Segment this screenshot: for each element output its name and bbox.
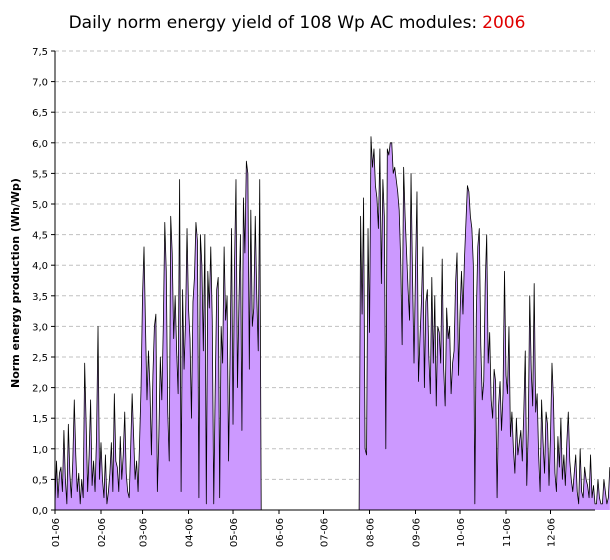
y-tick-label: 7,0 xyxy=(32,78,48,89)
x-tick-label: 05-06 xyxy=(229,518,240,547)
x-tick-labels: 01-06 02-06 03-06 04-06 05-06 06-06 07-06 08-06… xyxy=(51,510,557,547)
y-tick-label: 6,5 xyxy=(32,108,48,119)
plot-area xyxy=(54,136,610,511)
x-tick-label: 04-06 xyxy=(185,518,196,547)
x-tick-label: 06-06 xyxy=(275,518,286,547)
x-tick-label: 07-06 xyxy=(320,518,331,547)
y-tick-label: 3,0 xyxy=(32,322,48,333)
y-tick-label: 6,0 xyxy=(32,139,48,150)
y-axis-label: Norm energy production (Wh/Wp) xyxy=(9,178,22,388)
y-tick-label: 5,5 xyxy=(32,169,48,180)
y-tick-label: 1,5 xyxy=(32,414,48,425)
y-tick-label: 4,5 xyxy=(32,231,48,242)
y-tick-label: 1,0 xyxy=(32,445,48,456)
y-tick-label: 0,0 xyxy=(32,506,48,517)
y-tick-label: 7,5 xyxy=(32,47,48,58)
x-tick-label: 11-06 xyxy=(502,518,513,547)
series-line xyxy=(54,136,610,511)
y-tick-label: 2,0 xyxy=(32,384,48,395)
chart-title-year: 2006 xyxy=(482,13,525,33)
x-tick-label: 03-06 xyxy=(139,518,150,547)
y-tick-label: 5,0 xyxy=(32,200,48,211)
x-tick-label: 02-06 xyxy=(97,518,108,547)
x-tick-label: 10-06 xyxy=(456,518,467,547)
series-area-fill xyxy=(55,136,610,510)
y-tick-label: 3,5 xyxy=(32,292,48,303)
axes xyxy=(54,51,595,511)
y-tick-label: 0,5 xyxy=(32,475,48,486)
y-tick-label: 4,0 xyxy=(32,261,48,272)
y-tick-labels: 0,0 0,5 1,0 1,5 2,0 2,5 3,0 3,5 4,0 4,5 5,0 5,5 6,0 6… xyxy=(32,47,55,517)
chart-title: Daily norm energy yield of 108 Wp AC mod… xyxy=(69,13,526,33)
grid-lines xyxy=(55,50,595,480)
x-tick-label: 08-06 xyxy=(366,518,377,547)
x-tick-label: 01-06 xyxy=(51,518,62,547)
x-tick-label: 09-06 xyxy=(411,518,422,547)
chart-title-main: Daily norm energy yield of 108 Wp AC mod… xyxy=(69,13,478,33)
x-tick-label: 12-06 xyxy=(546,518,557,547)
y-tick-label: 2,5 xyxy=(32,353,48,364)
